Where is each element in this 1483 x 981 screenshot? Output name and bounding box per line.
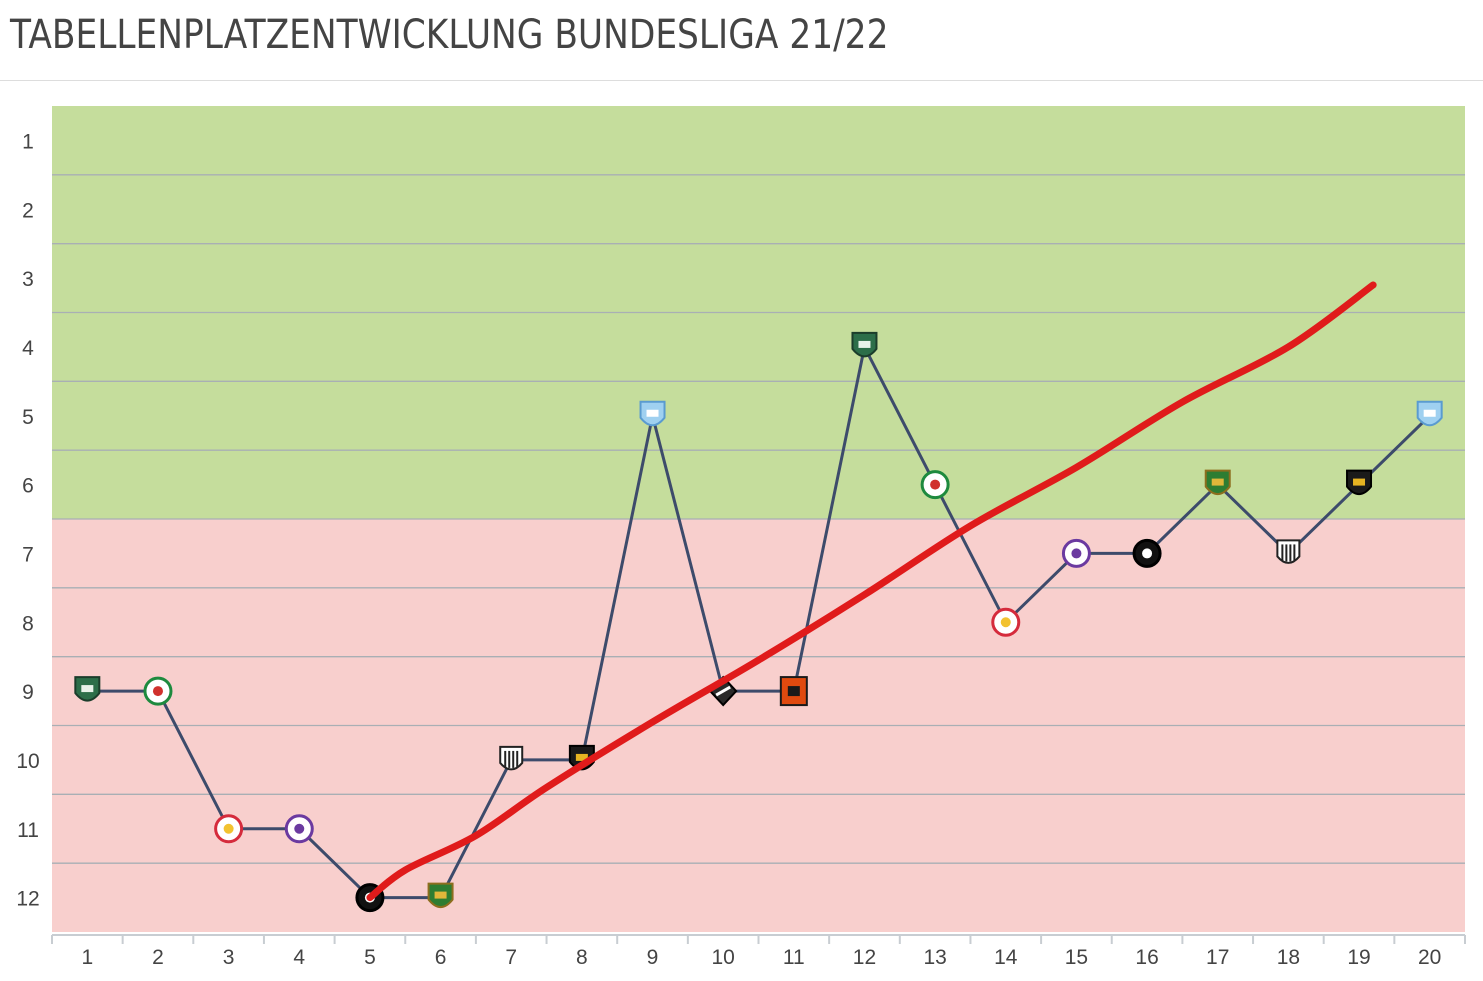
x-tick-label: 11 xyxy=(783,946,805,969)
y-tick-label: 7 xyxy=(22,543,34,566)
grid-lines xyxy=(52,174,1465,864)
green-badge-icon xyxy=(74,676,101,702)
x-tick-label: 1 xyxy=(81,946,93,969)
green-gold-badge-icon xyxy=(427,882,454,909)
x-tick-label: 14 xyxy=(994,946,1018,969)
red-green-badge-icon xyxy=(920,470,950,500)
y-tick-label: 2 xyxy=(22,199,34,222)
x-tick-label: 8 xyxy=(576,946,588,969)
x-tick-label: 9 xyxy=(647,946,659,969)
x-tick-label: 17 xyxy=(1206,946,1229,969)
x-tick-label: 2 xyxy=(152,946,164,969)
x-axis: 1 2 3 4 5 6 7 8 9 10 11 12 13 14 15 16 17 18 19 20 xyxy=(51,934,1466,969)
x-tick-label: 10 xyxy=(711,946,734,969)
bull-badge-icon xyxy=(991,607,1021,637)
green-badge-icon xyxy=(851,331,878,358)
series-rank xyxy=(87,345,1431,900)
orange-black-badge-icon xyxy=(779,676,808,707)
x-tick-label: 6 xyxy=(435,946,447,969)
sky-blue-badge-icon xyxy=(639,400,666,427)
black-gold-badge-icon xyxy=(1346,469,1373,496)
violet-badge-icon xyxy=(284,814,314,844)
x-tick-label: 15 xyxy=(1065,946,1088,969)
y-tick-label: 6 xyxy=(22,475,34,498)
y-tick-label: 5 xyxy=(22,406,34,429)
x-tick-label: 5 xyxy=(364,946,376,969)
y-tick-label: 11 xyxy=(17,819,39,842)
sky-blue-badge-icon xyxy=(1416,400,1443,427)
trend-path xyxy=(366,281,1377,902)
y-tick-label: 12 xyxy=(16,888,39,911)
green-gold-badge-icon xyxy=(1204,469,1231,496)
y-tick-label: 10 xyxy=(16,750,39,773)
violet-badge-icon xyxy=(1061,538,1091,568)
y-tick-label: 9 xyxy=(22,681,34,704)
x-tick-label: 4 xyxy=(293,946,305,969)
y-tick-label: 3 xyxy=(22,268,34,291)
x-tick-label: 12 xyxy=(853,946,876,969)
x-tick-label: 20 xyxy=(1418,946,1441,969)
trend-line xyxy=(366,281,1377,902)
x-tick-label: 16 xyxy=(1135,946,1158,969)
striped-badge-icon xyxy=(499,745,524,771)
y-tick-label: 4 xyxy=(22,337,34,360)
x-tick-label: 19 xyxy=(1347,946,1370,969)
y-tick-label: 8 xyxy=(22,612,34,635)
team-markers xyxy=(74,331,1443,913)
x-tick-label: 18 xyxy=(1277,946,1300,969)
striped-badge-icon xyxy=(1276,539,1301,564)
bull-badge-icon xyxy=(214,814,244,844)
chart-title: TABELLENPLATZENTWICKLUNG BUNDESLIGA 21/2… xyxy=(10,12,889,58)
x-tick-label: 13 xyxy=(923,946,946,969)
red-green-badge-icon xyxy=(143,676,173,706)
black-oval-badge-icon xyxy=(1132,538,1162,568)
series-line xyxy=(87,345,1431,900)
x-tick-label: 3 xyxy=(223,946,235,969)
x-tick-label: 7 xyxy=(505,946,517,969)
title-divider xyxy=(0,80,1483,81)
y-tick-label: 1 xyxy=(22,130,34,153)
